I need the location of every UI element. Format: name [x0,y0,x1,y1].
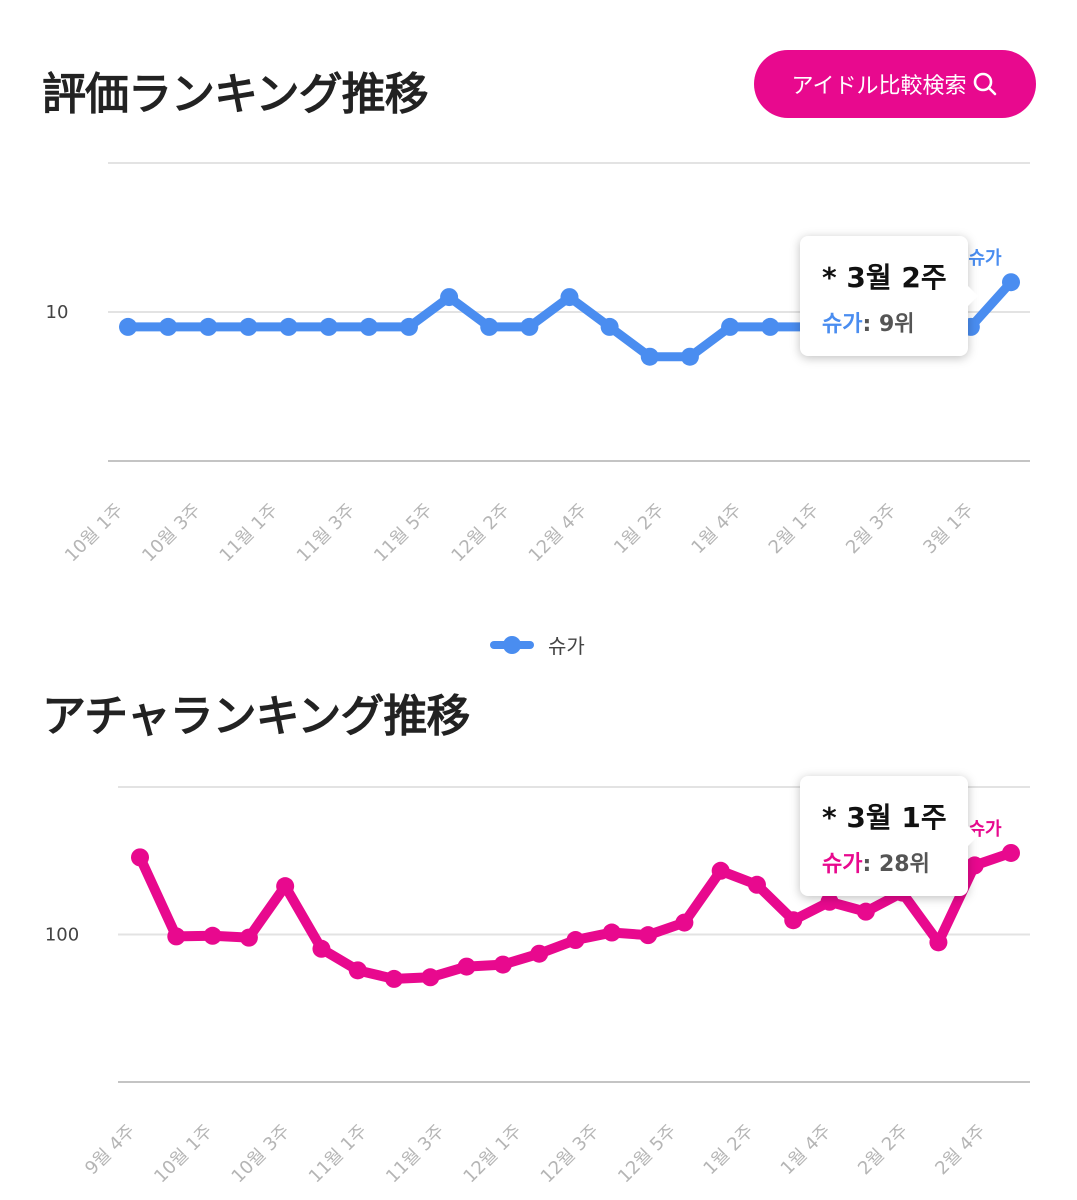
x-tick-label: 9월 4주 [81,1121,140,1180]
tooltip-value: 28위 [878,852,930,877]
x-tick-label: 1월 4주 [687,500,746,559]
data-point[interactable] [493,955,512,974]
chart-legend[interactable]: 슈가 [490,630,585,659]
data-point[interactable] [820,892,839,911]
data-point[interactable] [167,927,186,946]
idol-compare-search-label: アイドル比較検索 [791,74,967,99]
tooltip-series-name: 슈가 [822,312,863,337]
rating-ranking-title: 評価ランキング推移 [42,69,429,120]
data-point[interactable] [640,347,659,366]
x-tick-label: 1월 2주 [610,500,669,559]
data-point[interactable] [199,317,218,336]
y-tick-label: 100 [45,925,79,946]
data-point[interactable] [239,317,258,336]
data-point[interactable] [520,317,539,336]
x-tick-label: 10월 1주 [150,1121,217,1188]
data-point[interactable] [965,856,984,875]
x-tick-label: 10월 3주 [138,500,205,567]
x-tick-label: 11월 3주 [382,1121,449,1188]
x-tick-label: 2월 2주 [854,1121,913,1180]
idol-compare-search-button[interactable]: アイドル比較検索 [754,50,1036,118]
acha-ranking-title: アチャランキング推移 [42,691,470,742]
data-point[interactable] [1002,273,1020,292]
tooltip-value: 9위 [878,312,915,337]
data-point[interactable] [239,928,258,947]
x-tick-label: 2월 3주 [842,500,901,559]
data-point[interactable] [399,317,418,336]
data-point[interactable] [761,317,780,336]
acha-chart-tooltip: * 3월 1주 슈가: 28위 [800,776,978,896]
data-point[interactable] [421,968,440,987]
data-point[interactable] [600,317,619,336]
data-point[interactable] [602,923,621,942]
data-point[interactable] [385,969,404,988]
search-icon [974,72,997,96]
data-point[interactable] [856,902,875,921]
x-tick-label: 2월 1주 [765,500,824,559]
x-tick-label: 1월 2주 [699,1121,758,1180]
data-point[interactable] [319,317,338,336]
tooltip-arrow [968,826,978,846]
legend-marker-icon [490,635,534,654]
data-point[interactable] [680,347,699,366]
tooltip-period: * 3월 2주 [822,261,947,294]
tooltip-arrow [968,286,978,306]
data-point[interactable] [747,875,766,894]
y-tick-label: 10 [46,302,69,323]
tooltip-period: * 3월 1주 [822,801,947,834]
tooltip-series-name: 슈가 [822,852,863,877]
data-point[interactable] [440,288,459,307]
x-tick-label: 11월 5주 [370,500,437,567]
data-point[interactable] [276,877,295,896]
data-point[interactable] [457,957,476,976]
data-point[interactable] [159,317,178,336]
x-tick-label: 10월 3주 [228,1121,295,1188]
x-tick-label: 12월 3주 [537,1121,604,1188]
x-tick-label: 11월 1주 [305,1121,372,1188]
data-point[interactable] [312,939,331,958]
data-point[interactable] [560,288,579,307]
x-tick-label: 1월 4주 [777,1121,836,1180]
data-point[interactable] [675,913,694,932]
data-point[interactable] [639,926,658,945]
x-tick-label: 12월 5주 [614,1121,681,1188]
legend-label: 슈가 [548,634,585,658]
x-tick-label: 10월 1주 [61,500,128,567]
data-point[interactable] [566,931,585,950]
rating-ranking-chart: 10 10월 1주 10월 3주 11월 1주 11월 3주 11월 5주 12월 2주 12… [46,162,1030,567]
data-point[interactable] [784,911,803,930]
data-point[interactable] [359,317,378,336]
x-tick-label: 12월 4주 [525,500,592,567]
x-tick-label: 3월 1주 [919,500,978,559]
data-point[interactable] [119,317,137,336]
x-tick-label: 12월 1주 [459,1121,526,1188]
data-point[interactable] [203,926,222,945]
rating-chart-tooltip: * 3월 2주 슈가: 9위 [800,236,978,356]
data-point[interactable] [721,317,740,336]
series-end-label: 슈가 [968,248,1002,269]
x-tick-label: 11월 1주 [216,500,283,567]
data-point[interactable] [480,317,499,336]
data-point[interactable] [131,848,149,867]
data-point[interactable] [1002,843,1020,862]
x-tick-label: 2월 4주 [931,1121,990,1180]
data-point[interactable] [929,933,948,952]
data-point[interactable] [711,861,730,880]
x-tick-label: 11월 3주 [293,500,360,567]
data-point[interactable] [279,317,298,336]
data-point[interactable] [348,961,367,980]
data-point[interactable] [530,944,549,963]
x-tick-label: 12월 2주 [447,500,514,567]
